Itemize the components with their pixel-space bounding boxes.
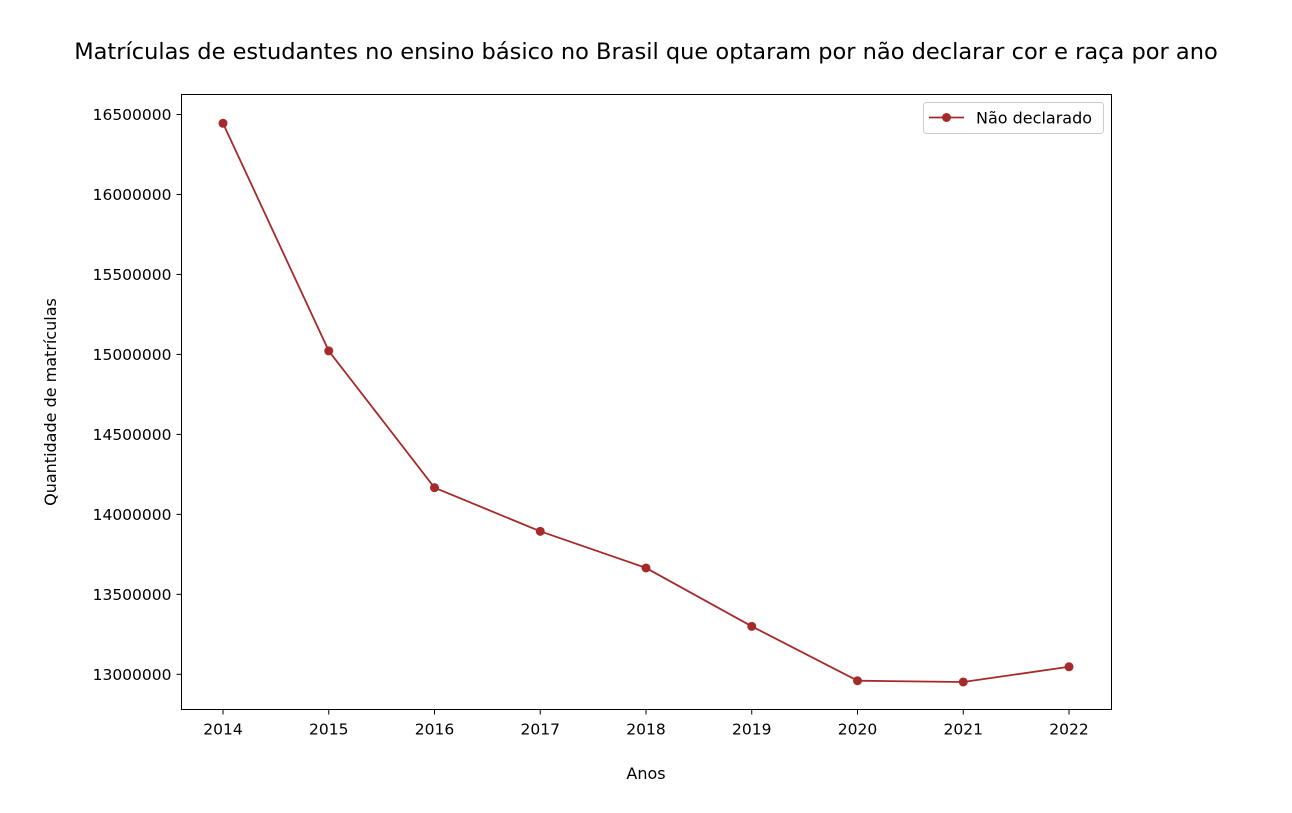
x-tick-label: 2019 [732, 721, 771, 739]
data-point [430, 483, 439, 493]
y-tick-label: 13000000 [93, 666, 172, 684]
x-tick-label: 2014 [203, 721, 242, 739]
x-tick-label: 2020 [838, 721, 877, 739]
y-axis: 13000000 13500000 14000000 14500000 15000000… [93, 106, 182, 684]
x-axis-label: Anos [626, 764, 665, 783]
data-point [535, 526, 545, 536]
data-point [958, 677, 968, 687]
data-point [324, 346, 334, 356]
legend-label: Não declarado [976, 109, 1092, 128]
x-axis: 2014 2015 2016 2017 2018 2019 2020 2021 2022 [203, 709, 1089, 739]
y-tick-label: 15500000 [93, 266, 172, 284]
x-tick-label: 2022 [1049, 721, 1088, 739]
y-tick-label: 14000000 [93, 506, 172, 524]
x-tick-label: 2015 [309, 721, 348, 739]
x-tick-label: 2021 [944, 721, 983, 739]
plot-area [181, 94, 1112, 710]
y-axis-label: Quantidade de matrículas [41, 298, 60, 506]
x-tick-label: 2016 [415, 721, 454, 739]
data-point [853, 676, 862, 686]
data-point [641, 563, 651, 573]
x-tick-label: 2018 [626, 721, 665, 739]
legend: Não declarado [923, 102, 1104, 134]
y-tick-label: 13500000 [93, 586, 172, 604]
legend-box [923, 102, 1104, 134]
data-point [218, 118, 228, 128]
y-tick-label: 16000000 [93, 186, 172, 204]
series-layer [218, 118, 1074, 687]
data-point [1064, 662, 1074, 672]
chart-title: Matrículas de estudantes no ensino básic… [74, 39, 1218, 65]
data-point [747, 621, 757, 631]
legend-marker-swatch [942, 113, 951, 122]
x-tick-label: 2017 [521, 721, 560, 739]
y-tick-label: 15000000 [93, 346, 172, 364]
y-tick-label: 14500000 [93, 426, 172, 444]
series-line [222, 122, 1070, 683]
y-tick-label: 16500000 [93, 106, 172, 124]
